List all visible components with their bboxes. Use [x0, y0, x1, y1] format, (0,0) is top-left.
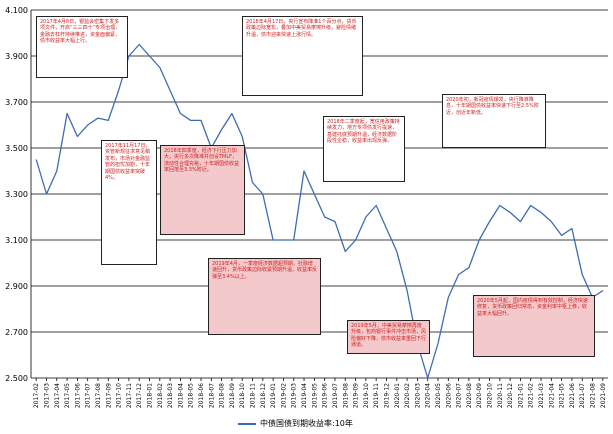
x-tick-label: 2018-08 — [219, 383, 226, 408]
x-tick-label: 2018-05 — [188, 383, 195, 408]
x-tick-label: 2020-11 — [497, 383, 504, 408]
series-layer — [35, 43, 604, 379]
x-tick-label: 2021-04 — [548, 383, 555, 408]
x-tick-label: 2018-01 — [146, 383, 153, 408]
annotation-box: 2018年4月17日，央行宣布降准1个百分点，货币政策边际宽松，叠加中美贸易摩擦… — [242, 16, 363, 96]
x-tick-label: 2020-12 — [507, 383, 514, 408]
x-tick-label: 2019-06 — [322, 383, 329, 408]
x-tick-label: 2019-03 — [291, 383, 298, 408]
x-tick-label: 2017-05 — [64, 383, 71, 408]
x-axis-ticks: 2017-02 2017-03 2017-04 2017-05 2017-06 2017-… — [33, 378, 607, 408]
x-tick-label: 2018-03 — [167, 383, 174, 408]
x-tick-label: 2021-01 — [517, 383, 524, 408]
x-tick-label: 2020-07 — [456, 383, 463, 408]
x-tick-label: 2018-09 — [229, 383, 236, 408]
y-tick-label: 4.100 — [5, 6, 28, 15]
x-tick-label: 2021-03 — [538, 383, 545, 408]
x-tick-label: 2017-02 — [33, 383, 40, 408]
y-axis-ticks: 2.500 2.700 2.900 3.100 3.300 3.500 3.700 3.900… — [5, 6, 28, 383]
annotation-box: 2017年11月17日，资管新规征求意见稿发布，市场对金融监管的担忧加剧，十年期… — [101, 140, 157, 265]
x-tick-label: 2021-06 — [569, 383, 576, 408]
y-tick-label: 3.900 — [5, 52, 28, 61]
y-tick-label: 2.700 — [5, 328, 28, 337]
annotation-box: 2020年5月起，国内疫情得到有效控制，经济快速修复，货币政策回归常态，资金利率… — [473, 295, 595, 357]
x-tick-label: 2017-11 — [126, 383, 133, 408]
x-tick-label: 2021-07 — [579, 383, 586, 408]
x-tick-label: 2021-02 — [528, 383, 535, 408]
annotation-box: 2017年4月8日，银监会密集下发多项文件，开启“三三四十”专项治理，金融去杠杆… — [36, 16, 128, 78]
x-tick-label: 2020-02 — [404, 383, 411, 408]
x-tick-label: 2020-08 — [466, 383, 473, 408]
x-tick-label: 2019-04 — [301, 383, 308, 408]
y-tick-label: 3.300 — [5, 190, 28, 199]
x-tick-label: 2019-01 — [270, 383, 277, 408]
series-line — [35, 43, 604, 379]
x-tick-label: 2018-06 — [198, 383, 205, 408]
x-tick-label: 2019-07 — [332, 383, 339, 408]
x-tick-label: 2021-08 — [590, 383, 597, 408]
x-tick-label: 2020-03 — [414, 383, 421, 408]
x-tick-label: 2019-10 — [363, 383, 370, 408]
x-tick-label: 2020-01 — [394, 383, 401, 408]
annotation-box: 2018年四季度，经济下行压力加大，央行多次降准并创设TMLF，流动性合理充裕，… — [160, 145, 245, 235]
x-tick-label: 2017-03 — [43, 383, 50, 408]
x-tick-label: 2020-06 — [445, 383, 452, 408]
x-tick-label: 2019-09 — [353, 383, 360, 408]
x-tick-label: 2017-06 — [74, 383, 81, 408]
x-tick-label: 2019-05 — [311, 383, 318, 408]
annotation-box: 2018年二季度起，宽信用政策持续发力，地方专项债发行提速，基建托底预期升温，经… — [323, 116, 405, 182]
x-tick-label: 2017-04 — [54, 383, 61, 408]
y-tick-label: 3.100 — [5, 236, 28, 245]
x-tick-label: 2019-11 — [373, 383, 380, 408]
x-tick-label: 2020-04 — [425, 383, 432, 408]
x-tick-label: 2018-10 — [239, 383, 246, 408]
annotation-box: 2020年初，新冠疫情爆发，央行降准降息，十年期国债收益率快速下行至2.5%附近… — [442, 94, 546, 148]
x-tick-label: 2020-05 — [435, 383, 442, 408]
x-tick-label: 2020-09 — [476, 383, 483, 408]
annotation-box: 2019年5月，中美贸易摩擦再度升级，包商银行事件冲击市场，风险偏好下降，债市收… — [347, 320, 430, 354]
y-tick-label: 2.900 — [5, 282, 28, 291]
x-tick-label: 2018-11 — [250, 383, 257, 408]
x-tick-label: 2019-02 — [280, 383, 287, 408]
x-tick-label: 2019-08 — [342, 383, 349, 408]
x-tick-label: 2021-05 — [559, 383, 566, 408]
legend-label: 中债国债到期收益率:10年 — [260, 419, 353, 428]
y-tick-label: 3.700 — [5, 98, 28, 107]
annotation-box: 2019年4月，一季度经济数据超预期，社融增速回升，货币政策边际收紧预期升温，收… — [208, 258, 321, 335]
x-tick-label: 2021-09 — [600, 383, 607, 408]
x-tick-label: 2017-09 — [105, 383, 112, 408]
x-tick-label: 2019-12 — [383, 383, 390, 408]
x-tick-label: 2018-12 — [260, 383, 267, 408]
x-tick-label: 2017-10 — [116, 383, 123, 408]
x-tick-label: 2017-08 — [95, 383, 102, 408]
x-tick-label: 2017-12 — [136, 383, 143, 408]
x-tick-label: 2018-04 — [177, 383, 184, 408]
y-tick-label: 2.500 — [5, 374, 28, 383]
x-tick-label: 2017-07 — [85, 383, 92, 408]
legend: 中债国债到期收益率:10年 — [238, 418, 353, 429]
x-tick-label: 2018-02 — [157, 383, 164, 408]
x-tick-label: 2020-10 — [487, 383, 494, 408]
legend-swatch — [238, 422, 256, 425]
x-tick-label: 2018-07 — [208, 383, 215, 408]
y-tick-label: 3.500 — [5, 144, 28, 153]
